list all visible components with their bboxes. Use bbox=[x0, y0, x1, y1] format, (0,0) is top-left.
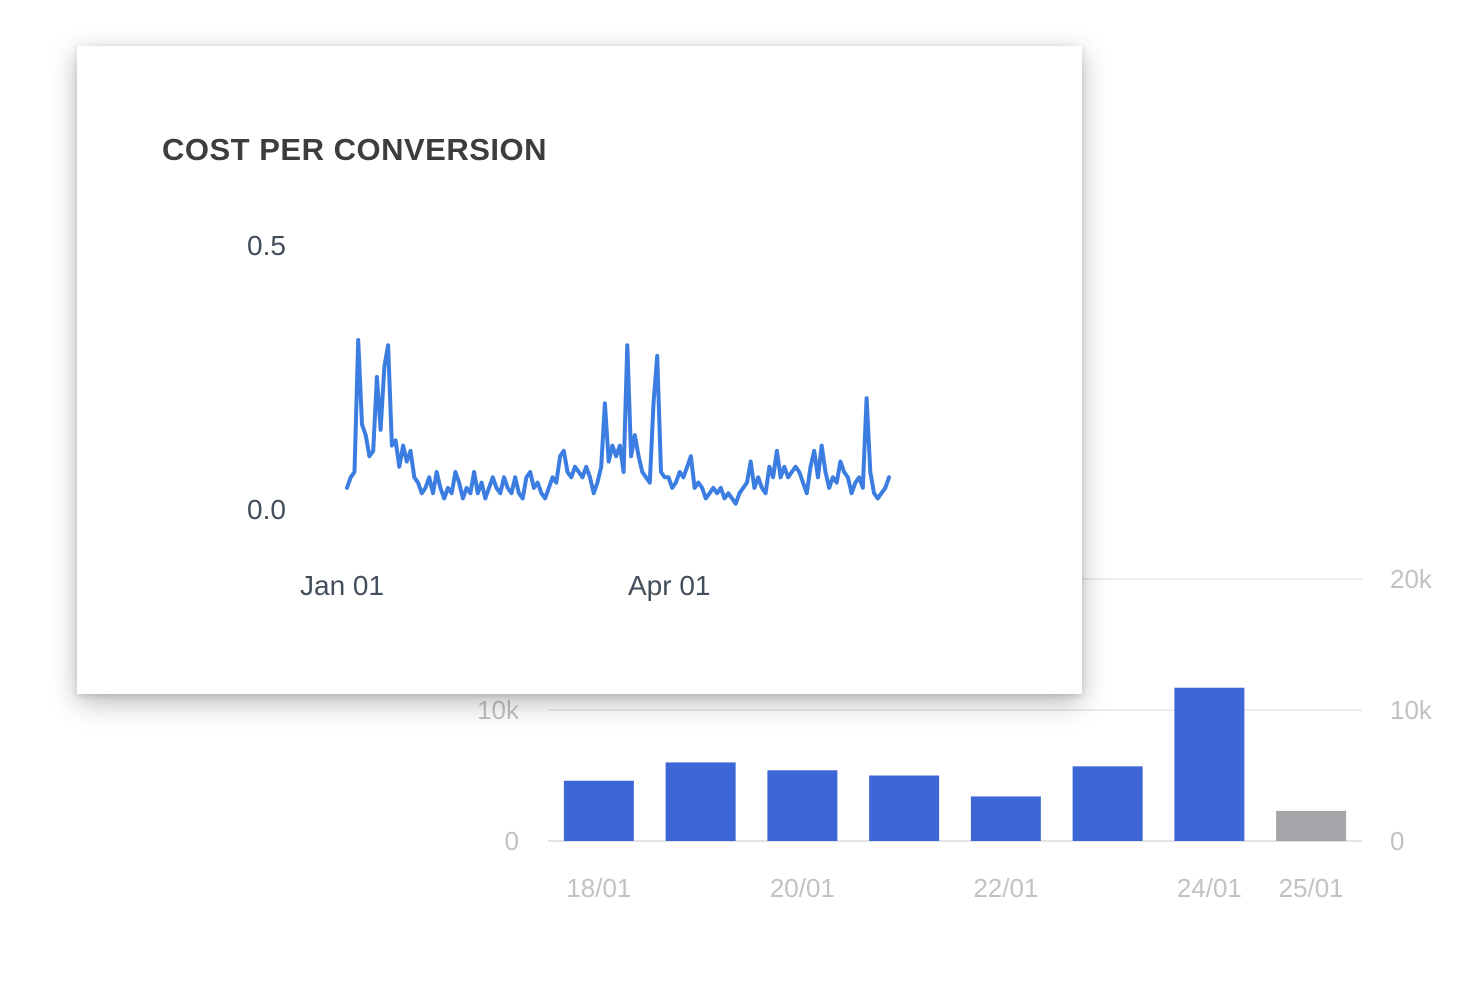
y-tick-label-left: 0 bbox=[505, 826, 519, 856]
series-line bbox=[345, 338, 891, 506]
cost-per-conversion-card: COST PER CONVERSION 0.5 0.0 Jan 01 Apr 01 bbox=[77, 46, 1082, 694]
bar-18/01 bbox=[563, 780, 634, 841]
x-tick-label: Jan 01 bbox=[300, 570, 384, 601]
bar-21/01 bbox=[869, 775, 940, 841]
bar-19/01 bbox=[665, 762, 736, 841]
y-tick-label-right: 10k bbox=[1390, 695, 1433, 725]
cost-per-conversion-chart: 0.5 0.0 Jan 01 Apr 01 bbox=[247, 230, 891, 601]
x-tick-label: Apr 01 bbox=[628, 570, 711, 601]
y-tick-label-right: 20k bbox=[1390, 564, 1433, 594]
y-tick-label: 0.5 bbox=[247, 230, 286, 261]
bar-23/01 bbox=[1072, 766, 1143, 841]
x-tick-label: 22/01 bbox=[973, 873, 1038, 903]
x-tick-label: 25/01 bbox=[1279, 873, 1344, 903]
y-tick-label: 0.0 bbox=[247, 494, 286, 525]
x-tick-label: 20/01 bbox=[770, 873, 835, 903]
bar-20/01 bbox=[767, 770, 838, 841]
bar-22/01 bbox=[970, 796, 1041, 841]
bar-24/01 bbox=[1174, 687, 1245, 841]
bar-25/01 bbox=[1276, 810, 1347, 841]
x-tick-label: 24/01 bbox=[1177, 873, 1242, 903]
y-tick-label-right: 0 bbox=[1390, 826, 1404, 856]
y-tick-label-left: 10k bbox=[477, 695, 520, 725]
chart-title: COST PER CONVERSION bbox=[162, 132, 547, 167]
x-tick-label: 18/01 bbox=[566, 873, 631, 903]
